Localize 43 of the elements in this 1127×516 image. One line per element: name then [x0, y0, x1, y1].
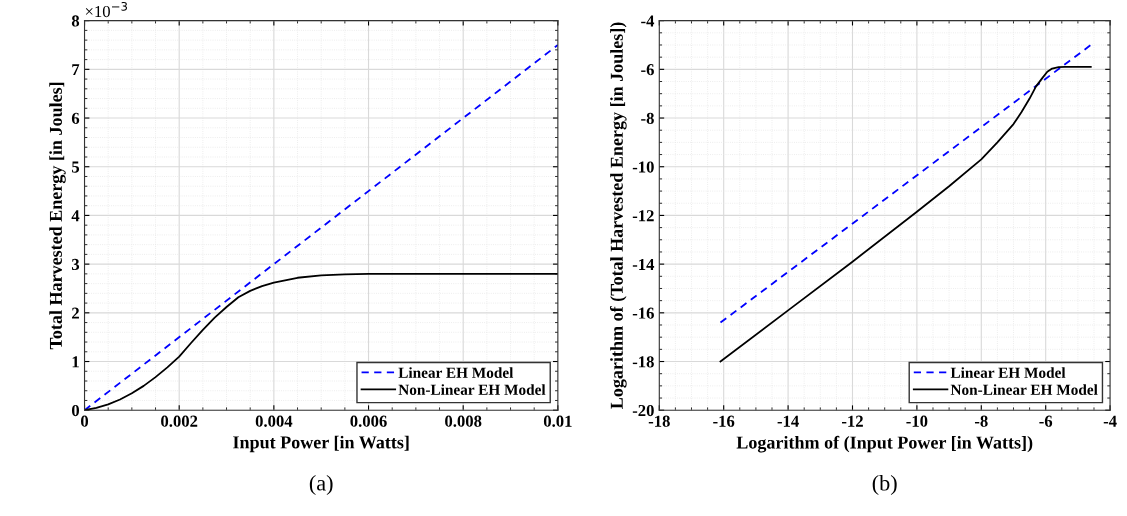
x-tick-label: -16 — [713, 415, 735, 427]
x-tick-label: -10 — [906, 415, 928, 427]
x-tick-label: -14 — [777, 415, 799, 427]
y-tick-label: -18 — [632, 356, 654, 368]
x-tick-label: 0 — [80, 415, 89, 427]
x-axis-title: Logarithm of (Input Power [in Watts]) — [736, 435, 1033, 453]
y-tick-label: 0 — [71, 404, 80, 417]
y-tick-label: -16 — [632, 307, 654, 319]
legend-label: Linear EH Model — [950, 367, 1066, 378]
x-tick-label: -6 — [1039, 415, 1053, 427]
x-tick-label: -8 — [974, 415, 988, 427]
text: ×10$^{−3}$ — [85, 1, 128, 18]
y-tick-label: 4 — [71, 210, 80, 222]
x-axis-title: Input Power [in Watts] — [233, 435, 409, 453]
y-tick-label: -10 — [632, 161, 654, 173]
y-tick-label: -4 — [641, 15, 655, 27]
y-tick-label: -20 — [632, 404, 654, 417]
x-tick-label: -4 — [1103, 415, 1117, 427]
x-tick-label: 0.008 — [445, 415, 482, 427]
y-tick-label: -12 — [632, 210, 654, 222]
y-tick-label: -14 — [632, 258, 655, 270]
y-tick-label: 3 — [71, 258, 80, 271]
y-tick-label: 7 — [72, 64, 80, 76]
x-tick-label: 0.006 — [350, 415, 387, 427]
line-series — [719, 65, 1092, 363]
y-tick-label: 6 — [71, 112, 80, 124]
x-tick-label: 0.004 — [255, 415, 293, 427]
y-tick-label: 5 — [72, 161, 80, 173]
y-tick-label: -6 — [641, 64, 654, 76]
y-tick-label: 2 — [72, 307, 79, 319]
text: (b) — [872, 474, 897, 496]
y-tick-label: 1 — [72, 356, 79, 368]
x-tick-label: -12 — [842, 415, 863, 427]
text: (a) — [309, 474, 333, 496]
x-tick-label: 0.002 — [161, 415, 198, 427]
legend-label: Non-Linear EH Model — [950, 384, 1098, 395]
legend-label: Linear EH Model — [398, 367, 514, 378]
y-axis-title: Total Harvested Energy [in Joules] — [49, 82, 66, 350]
y-tick-label: 8 — [71, 15, 80, 27]
x-tick-label: 0.01 — [543, 415, 572, 427]
y-tick-label: -8 — [641, 112, 654, 124]
y-axis-title: Logarithm of (Total Harvested Energy [in Joules]) — [609, 22, 627, 409]
legend-label: Non-Linear EH Model — [398, 384, 546, 395]
